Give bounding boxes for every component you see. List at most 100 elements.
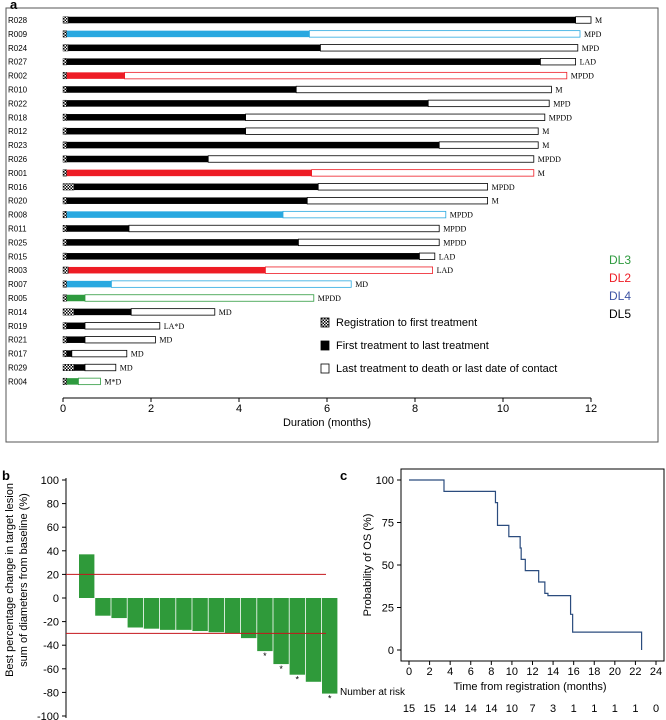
patient-row: R011 MPDD [8, 225, 467, 234]
km-y-tick-label: 75 [382, 518, 394, 530]
registration-segment [62, 155, 67, 163]
km-y-tick-label: 25 [382, 603, 394, 615]
response-annotation: MPD [584, 30, 602, 39]
swimmer-x-tick-label: 4 [236, 403, 242, 415]
registration-segment [62, 280, 67, 288]
km-x-tick-label: 0 [406, 666, 412, 678]
response-annotation: M [542, 127, 549, 136]
km-x-label: Time from registration (months) [453, 681, 606, 693]
response-annotation: MPDD [538, 155, 561, 164]
registration-segment [62, 72, 67, 80]
registration-segment [62, 58, 67, 66]
risk-count: 14 [465, 703, 477, 715]
treatment-segment [66, 225, 129, 232]
treatment-segment [66, 350, 72, 357]
km-x-tick-label: 12 [526, 666, 538, 678]
registration-segment [62, 322, 67, 330]
response-annotation: MD [219, 308, 232, 317]
response-annotation: LAD [580, 58, 597, 67]
km-x-tick-label: 20 [609, 666, 621, 678]
dose-level-legend: DL2 [609, 271, 631, 285]
treatment-segment [66, 155, 209, 163]
followup-segment [84, 336, 156, 344]
patient-id: R011 [8, 225, 27, 234]
treatment-segment [66, 169, 312, 177]
waterfall-y-label-line1: Best percentage change in target lesion [4, 483, 16, 677]
treatment-segment [66, 322, 85, 330]
patient-row: R009 MPD [8, 30, 602, 39]
response-annotation: LA*D [164, 322, 185, 331]
waterfall-bar [273, 598, 289, 665]
risk-count: 1 [632, 703, 638, 715]
panel-c-label: c [340, 468, 347, 483]
waterfall-bar [95, 598, 111, 616]
patient-id: R028 [8, 16, 28, 25]
segment-legend-swatch [320, 340, 330, 351]
response-annotation: MPDD [318, 294, 341, 303]
waterfall-bar [305, 598, 322, 682]
registration-segment [62, 183, 75, 191]
registration-segment [62, 16, 69, 24]
registration-segment [62, 266, 69, 274]
waterfall-star: * [279, 664, 283, 674]
response-annotation: MPDD [443, 225, 466, 234]
km-x-tick-label: 16 [568, 666, 580, 678]
response-annotation: MPD [582, 44, 600, 53]
followup-segment [245, 127, 539, 135]
registration-segment [62, 350, 67, 358]
km-x-tick-label: 8 [488, 666, 494, 678]
waterfall-star: * [328, 694, 332, 704]
followup-segment [308, 30, 581, 38]
treatment-segment [66, 86, 297, 93]
patient-row: R015 LAD [8, 252, 455, 261]
waterfall-star: * [263, 651, 267, 661]
km-x-tick-label: 14 [547, 666, 559, 678]
patient-id: R026 [8, 155, 28, 164]
patient-row: R007 MD [8, 280, 368, 289]
patient-id: R018 [8, 113, 28, 122]
registration-segment [62, 86, 67, 93]
response-annotation: MD [159, 336, 172, 345]
waterfall-plot: Best percentage change in target lesion … [4, 475, 338, 720]
followup-segment [111, 280, 352, 288]
waterfall-y-tick-label: 0 [53, 593, 59, 605]
patient-id: R024 [8, 44, 28, 53]
segment-legend-swatch [320, 363, 330, 374]
waterfall-y-tick-label: 20 [47, 569, 59, 581]
patient-id: R016 [8, 183, 28, 192]
registration-segment [62, 169, 67, 177]
followup-segment [84, 322, 161, 330]
patient-id: R017 [8, 350, 28, 359]
km-x-tick-label: 6 [468, 666, 474, 678]
patient-row: R025 MPDD [8, 238, 467, 247]
panel-a-frame [5, 7, 659, 443]
km-plot: Probability of OS (%) Time from registra… [340, 468, 665, 715]
followup-segment [130, 308, 216, 316]
registration-segment [62, 211, 67, 219]
treatment-segment [66, 336, 85, 343]
registration-segment [62, 238, 67, 246]
waterfall-bar [257, 598, 273, 652]
patient-id: R007 [8, 280, 28, 289]
followup-segment [575, 16, 592, 24]
km-x-tick-label: 2 [427, 666, 433, 678]
followup-segment [297, 238, 440, 247]
patient-row: R020 M [8, 197, 499, 206]
treatment-segment [74, 308, 132, 316]
waterfall-bar [176, 598, 192, 630]
patient-id: R025 [8, 238, 28, 247]
treatment-segment [66, 294, 85, 302]
patient-row: R026 MPDD [8, 155, 561, 164]
risk-count: 15 [423, 703, 435, 715]
patient-id: R029 [8, 364, 28, 373]
response-annotation: M [595, 16, 602, 25]
treatment-segment [66, 58, 541, 65]
response-annotation: MPDD [549, 113, 572, 122]
registration-segment [62, 44, 69, 52]
patient-id: R002 [8, 72, 28, 81]
followup-segment [207, 155, 535, 163]
response-annotation: M [492, 197, 499, 206]
patient-row: R017 MD [8, 350, 144, 359]
patient-id: R003 [8, 266, 28, 275]
